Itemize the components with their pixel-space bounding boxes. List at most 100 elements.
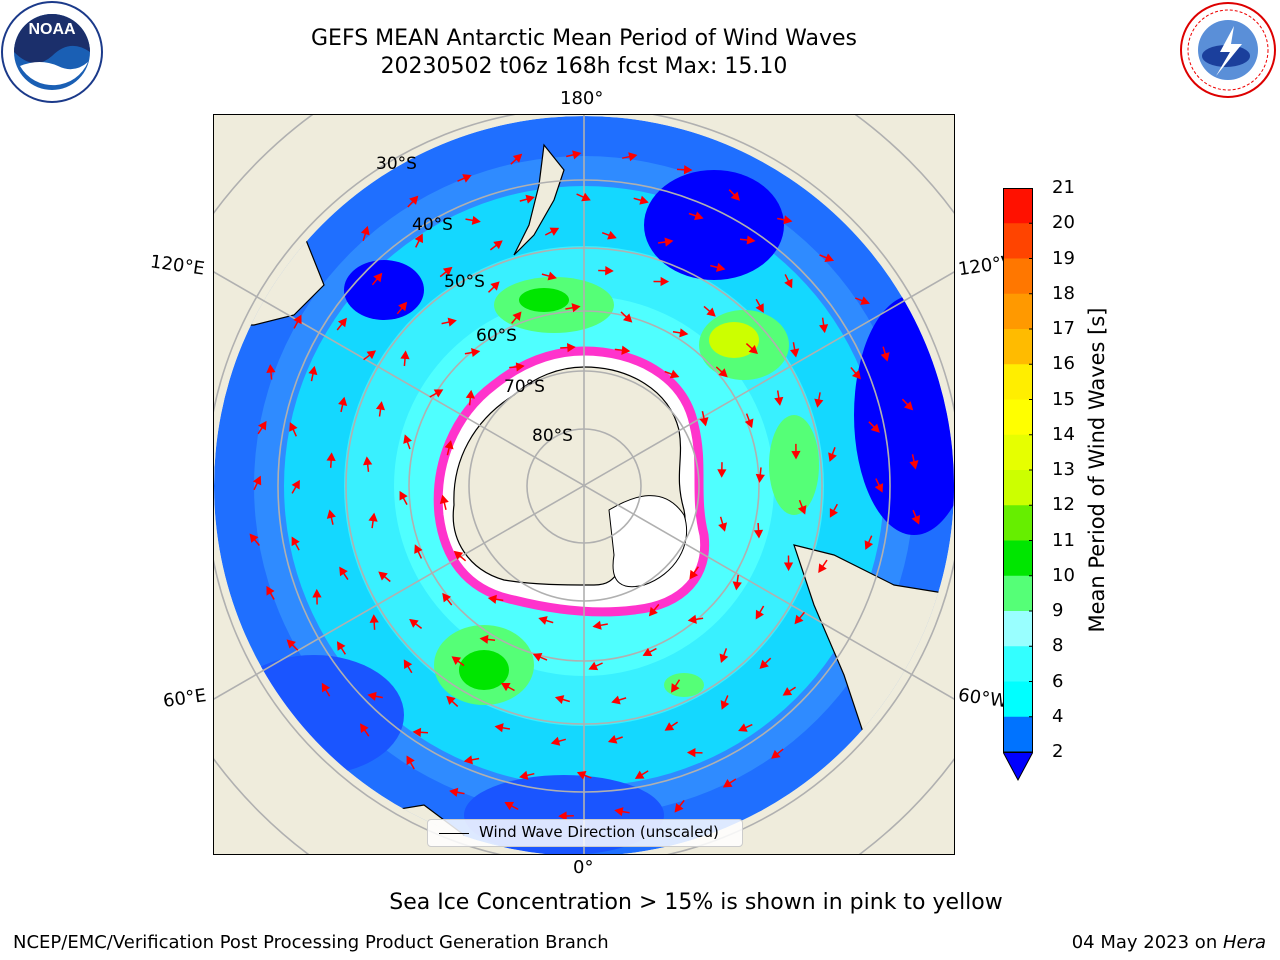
- colorbar-bin: [1003, 329, 1033, 365]
- colorbar-tick-label: 12: [1052, 494, 1075, 516]
- colorbar-bin: [1003, 364, 1033, 400]
- wind-wave-arrowhead: [414, 544, 423, 554]
- wind-wave-arrowhead: [547, 271, 557, 281]
- wind-wave-arrowhead: [824, 253, 835, 262]
- wind-wave-arrowhead: [828, 452, 837, 462]
- noaa-logo-text: NOAA: [28, 21, 76, 38]
- wind-wave-arrowhead: [337, 317, 347, 328]
- wind-wave-arrowhead: [463, 755, 473, 765]
- lon-label-60w: 60°W: [956, 684, 1009, 713]
- wind-wave-arrowhead: [312, 588, 322, 598]
- wind-wave-arrowhead: [519, 770, 529, 780]
- colorbar-bin: [1003, 611, 1033, 647]
- wind-wave-arrowhead: [755, 303, 764, 313]
- chart-title: GEFS MEAN Antarctic Mean Period of Wind …: [311, 26, 857, 51]
- wind-wave-arrowhead: [664, 237, 674, 247]
- wind-wave-arrowhead: [794, 614, 804, 625]
- wind-wave-arrowhead: [398, 301, 408, 312]
- wind-wave-arrowhead: [671, 683, 680, 693]
- wind-wave-arrowhead: [679, 328, 689, 338]
- polar-map: 30°S 40°S 50°S 60°S 70°S 80°S: [214, 115, 954, 854]
- wind-wave-arrowhead: [286, 639, 296, 649]
- wind-wave-arrowhead: [439, 494, 449, 505]
- wind-wave-arrowhead: [719, 653, 729, 663]
- wind-wave-arrowhead: [660, 276, 670, 287]
- colorbar-tick-label: 17: [1052, 318, 1075, 339]
- wind-wave-arrowhead: [504, 801, 515, 811]
- colorbar-bin: [1003, 575, 1033, 612]
- wind-wave-arrowhead: [774, 396, 784, 406]
- wind-wave-arrowhead: [449, 787, 459, 797]
- low-period-region: [644, 170, 784, 280]
- wind-wave-arrowhead: [399, 490, 408, 501]
- wind-wave-arrowhead: [851, 369, 861, 380]
- colorbar-tick-label: 9: [1052, 600, 1064, 621]
- wind-wave-arrows: [249, 150, 921, 821]
- wind-wave-arrowhead: [451, 656, 462, 665]
- wind-wave-arrowhead: [444, 440, 454, 450]
- wind-wave-arrowhead: [512, 311, 522, 321]
- wind-wave-arrowhead: [797, 505, 807, 515]
- wind-wave-arrowhead: [442, 592, 452, 603]
- wind-wave-arrowhead: [722, 779, 733, 788]
- wind-wave-arrowhead: [549, 227, 560, 236]
- wind-wave-arrowhead: [572, 150, 582, 160]
- wind-wave-arrowhead: [783, 215, 793, 225]
- wind-wave-arrowhead: [753, 529, 764, 539]
- wind-wave-arrowhead: [554, 695, 565, 705]
- wind-wave-arrowhead: [870, 423, 880, 433]
- wind-wave-arrowhead: [748, 344, 758, 355]
- wind-wave-arrowhead: [642, 647, 653, 656]
- wind-wave-arrowhead: [694, 211, 704, 221]
- wind-wave-arrowhead: [465, 389, 475, 399]
- wind-wave-arrowhead: [433, 389, 444, 398]
- wind-wave-arrowhead: [648, 606, 658, 617]
- wind-wave-arrowhead: [588, 661, 599, 671]
- wind-wave-arrowhead: [367, 691, 377, 701]
- wind-wave-arrowhead: [293, 314, 302, 325]
- colorbar-bin: [1003, 470, 1033, 506]
- wind-wave-arrowhead: [909, 460, 919, 470]
- wind-wave-arrowhead: [738, 723, 748, 732]
- wind-wave-arrowhead: [363, 456, 373, 466]
- wind-wave-arrowhead: [790, 348, 800, 358]
- colorbar: [1003, 188, 1033, 782]
- wind-wave-arrowhead: [622, 313, 633, 323]
- lat-label-80s: 80°S: [532, 426, 573, 446]
- wind-wave-arrowhead: [252, 475, 262, 486]
- wind-wave-arrowhead: [791, 450, 801, 460]
- wind-wave-arrowhead: [291, 536, 300, 547]
- chart-subtitle: 20230502 t06z 168h fcst Max: 15.10: [380, 54, 788, 79]
- colorbar-tick-label: 18: [1052, 282, 1075, 304]
- footer-credit: NCEP/EMC/Verification Post Processing Pr…: [13, 932, 609, 953]
- wind-wave-arrowhead: [366, 350, 377, 360]
- wind-wave-arrowhead: [628, 152, 638, 162]
- footer-date: 04 May 2023 on Hera: [1072, 932, 1266, 953]
- colorbar-bin: [1003, 716, 1033, 753]
- colorbar-tick-label: 16: [1052, 353, 1075, 375]
- wind-wave-arrowhead: [592, 620, 602, 630]
- wind-wave-arrowhead: [683, 165, 693, 175]
- wind-wave-arrowhead: [571, 303, 581, 313]
- colorbar-bin: [1003, 293, 1033, 330]
- colorbar-tick-label: 15: [1052, 388, 1075, 410]
- wind-wave-arrowhead: [755, 473, 765, 483]
- lon-label-60e: 60°E: [161, 685, 208, 712]
- wind-wave-arrowhead: [814, 398, 824, 408]
- lon-label-0: 0°: [573, 857, 594, 878]
- wind-wave-arrowhead: [493, 240, 503, 250]
- wind-wave-arrowhead: [607, 734, 618, 744]
- wind-wave-arrowhead: [716, 262, 726, 272]
- wind-wave-arrowhead: [403, 434, 412, 444]
- wind-wave-arrowhead: [378, 571, 388, 581]
- wind-wave-arrowhead: [759, 659, 769, 669]
- wind-wave-arrowhead: [581, 192, 591, 202]
- sea-ice-note: Sea Ice Concentration > 15% is shown in …: [0, 890, 1280, 915]
- wind-wave-arrowhead: [471, 347, 481, 358]
- wind-wave-arrowhead: [409, 618, 419, 628]
- colorbar-title: Mean Period of Wind Waves [s]: [1085, 307, 1109, 633]
- wind-wave-arrowhead: [447, 317, 457, 327]
- wind-wave-arrowhead: [634, 770, 645, 779]
- wind-wave-arrowhead: [664, 722, 675, 731]
- wind-wave-arrowhead: [538, 616, 548, 625]
